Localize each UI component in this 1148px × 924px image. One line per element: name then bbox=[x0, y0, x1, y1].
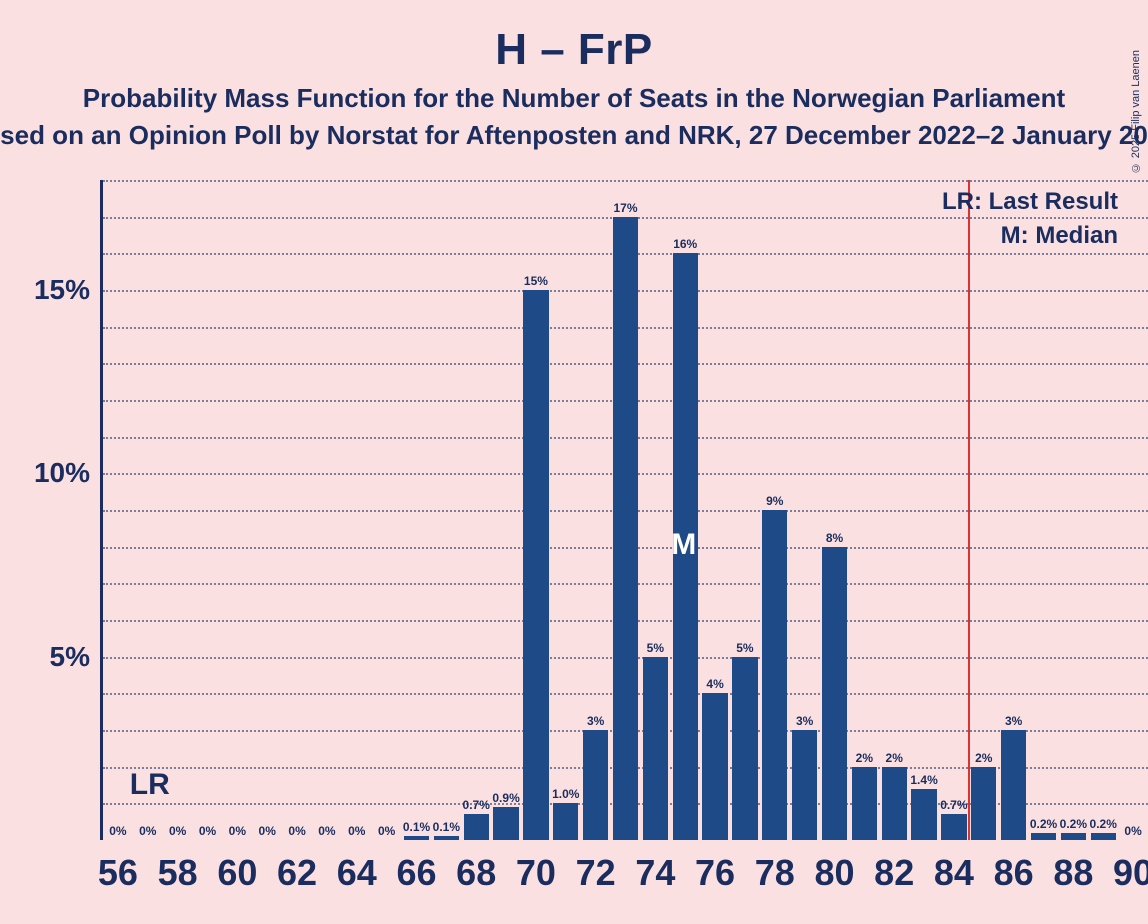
x-tick-label: 64 bbox=[337, 852, 377, 894]
grid-line bbox=[103, 180, 1148, 182]
legend-lr: LR: Last Result bbox=[942, 188, 1118, 216]
title-block: H – FrP Probability Mass Function for th… bbox=[0, 0, 1148, 151]
bar-value-label: 4% bbox=[706, 677, 723, 691]
bar-value-label: 8% bbox=[826, 531, 843, 545]
x-tick-label: 56 bbox=[98, 852, 138, 894]
bar bbox=[1001, 730, 1026, 840]
bar-value-label: 0% bbox=[259, 824, 276, 838]
x-tick-label: 60 bbox=[217, 852, 257, 894]
bar bbox=[493, 807, 518, 840]
x-tick-label: 66 bbox=[396, 852, 436, 894]
bar-value-label: 0% bbox=[229, 824, 246, 838]
bar bbox=[882, 767, 907, 840]
bar-value-label: 2% bbox=[856, 751, 873, 765]
bar-value-label: 0% bbox=[1124, 824, 1141, 838]
legend-median: M: Median bbox=[1001, 222, 1118, 250]
bar-value-label: 0.7% bbox=[940, 798, 967, 812]
x-tick-label: 62 bbox=[277, 852, 317, 894]
chart-subtitle-2: sed on an Opinion Poll by Norstat for Af… bbox=[0, 120, 1148, 151]
bar-value-label: 0% bbox=[378, 824, 395, 838]
median-marker: M bbox=[671, 528, 696, 562]
bar-value-label: 0.2% bbox=[1030, 817, 1057, 831]
bar bbox=[702, 693, 727, 840]
bar-value-label: 0.7% bbox=[463, 798, 490, 812]
bar-value-label: 0% bbox=[109, 824, 126, 838]
bar bbox=[941, 814, 966, 840]
bar-value-label: 15% bbox=[524, 274, 548, 288]
bar bbox=[1061, 833, 1086, 840]
y-tick-label: 15% bbox=[5, 274, 90, 306]
x-tick-label: 72 bbox=[576, 852, 616, 894]
y-tick-label: 5% bbox=[5, 641, 90, 673]
x-tick-label: 68 bbox=[456, 852, 496, 894]
bar-value-label: 16% bbox=[673, 237, 697, 251]
bar-value-label: 1.4% bbox=[910, 773, 937, 787]
bar-value-label: 2% bbox=[886, 751, 903, 765]
bar-value-label: 0% bbox=[199, 824, 216, 838]
pmf-chart: 0%0%0%0%0%0%0%0%0%0%0.1%0.1%0.7%0.9%15%1… bbox=[100, 180, 1148, 840]
bar-value-label: 0.2% bbox=[1090, 817, 1117, 831]
bar-value-label: 0% bbox=[139, 824, 156, 838]
bar bbox=[852, 767, 877, 840]
y-axis-labels: 5% 10% 15% bbox=[0, 180, 100, 840]
x-tick-label: 58 bbox=[158, 852, 198, 894]
bar bbox=[822, 547, 847, 840]
bar bbox=[792, 730, 817, 840]
bar bbox=[643, 657, 668, 840]
x-tick-label: 86 bbox=[994, 852, 1034, 894]
lr-marker: LR bbox=[130, 768, 170, 802]
bar bbox=[553, 803, 578, 840]
bar-value-label: 0% bbox=[288, 824, 305, 838]
bar-value-label: 3% bbox=[1005, 714, 1022, 728]
bar-value-label: 9% bbox=[766, 494, 783, 508]
bar bbox=[732, 657, 757, 840]
y-tick-label: 10% bbox=[5, 457, 90, 489]
bar-value-label: 2% bbox=[975, 751, 992, 765]
bar-value-label: 5% bbox=[647, 641, 664, 655]
bar bbox=[1091, 833, 1116, 840]
bar-value-label: 5% bbox=[736, 641, 753, 655]
bar bbox=[464, 814, 489, 840]
bar bbox=[911, 789, 936, 840]
bar-value-label: 0% bbox=[169, 824, 186, 838]
bar bbox=[523, 290, 548, 840]
copyright-text: © 2025 Filip van Laenen bbox=[1130, 50, 1142, 173]
bar bbox=[613, 217, 638, 840]
x-tick-label: 84 bbox=[934, 852, 974, 894]
bar bbox=[404, 836, 429, 840]
x-tick-label: 76 bbox=[695, 852, 735, 894]
bar bbox=[1031, 833, 1056, 840]
x-tick-label: 78 bbox=[755, 852, 795, 894]
x-tick-label: 90 bbox=[1113, 852, 1148, 894]
x-tick-label: 80 bbox=[814, 852, 854, 894]
bar-value-label: 0% bbox=[318, 824, 335, 838]
plot-area: 0%0%0%0%0%0%0%0%0%0%0.1%0.1%0.7%0.9%15%1… bbox=[100, 180, 1148, 840]
x-tick-label: 74 bbox=[635, 852, 675, 894]
last-result-line bbox=[968, 180, 970, 840]
bar-value-label: 1.0% bbox=[552, 787, 579, 801]
x-tick-label: 88 bbox=[1053, 852, 1093, 894]
bar-value-label: 0.1% bbox=[403, 820, 430, 834]
bar-value-label: 0.9% bbox=[492, 791, 519, 805]
bar-value-label: 0.1% bbox=[433, 820, 460, 834]
x-tick-label: 70 bbox=[516, 852, 556, 894]
bar bbox=[971, 767, 996, 840]
bar bbox=[583, 730, 608, 840]
bar bbox=[434, 836, 459, 840]
bar-value-label: 0.2% bbox=[1060, 817, 1087, 831]
x-tick-label: 82 bbox=[874, 852, 914, 894]
bar bbox=[762, 510, 787, 840]
bar-value-label: 0% bbox=[348, 824, 365, 838]
chart-title: H – FrP bbox=[0, 25, 1148, 75]
bar-value-label: 3% bbox=[587, 714, 604, 728]
chart-subtitle-1: Probability Mass Function for the Number… bbox=[0, 83, 1148, 114]
bar-value-label: 3% bbox=[796, 714, 813, 728]
bar-value-label: 17% bbox=[613, 201, 637, 215]
